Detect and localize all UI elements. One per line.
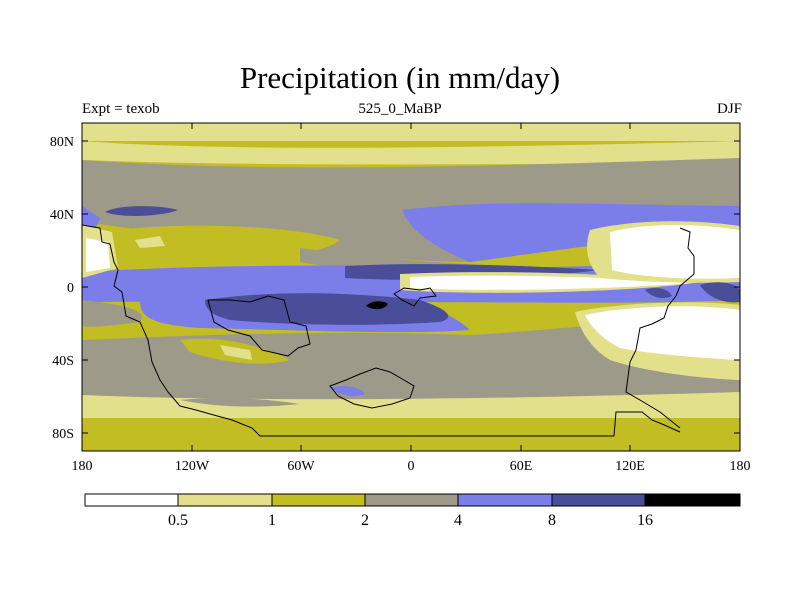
experiment-label: Expt = texob — [82, 101, 160, 117]
lat-label-40s: 40S — [52, 354, 74, 369]
period-label: 525_0_MaBP — [358, 101, 442, 117]
lat-axis: 80N 40N 0 40S 80S — [50, 135, 740, 442]
colorbar-swatch — [552, 494, 645, 506]
lat-label-40n: 40N — [50, 208, 74, 223]
colorbar-swatch — [645, 494, 740, 506]
colorbar-label: 1 — [268, 512, 276, 529]
lon-label-60e: 60E — [510, 459, 533, 474]
colorbar: 0.5 1 2 4 8 16 — [84, 493, 741, 529]
colorbar-label: 16 — [637, 512, 653, 529]
colorbar-label: 2 — [361, 512, 369, 529]
colorbar-label: 4 — [454, 512, 462, 529]
lat-label-80n: 80N — [50, 135, 74, 150]
season-label: DJF — [716, 101, 742, 117]
lon-label-120e: 120E — [615, 459, 645, 474]
map-title: Precipitation (in mm/day) — [239, 60, 561, 95]
colorbar-swatch — [458, 494, 552, 506]
colorbar-swatch — [85, 494, 178, 506]
lon-label-180e: 180 — [730, 459, 751, 474]
lon-label-0: 0 — [408, 459, 415, 474]
lat-label-0: 0 — [67, 281, 74, 296]
colorbar-swatch — [272, 494, 365, 506]
lon-axis: 180 120W 60W 0 60E 120E 180 — [72, 123, 751, 474]
lon-label-120w: 120W — [175, 459, 210, 474]
colorbar-label: 0.5 — [168, 512, 188, 529]
lon-label-60w: 60W — [287, 459, 315, 474]
lon-label-180w: 180 — [72, 459, 93, 474]
colorbar-label: 8 — [548, 512, 556, 529]
colorbar-swatch — [365, 494, 458, 506]
lat-label-80s: 80S — [52, 427, 74, 442]
colorbar-swatch — [178, 494, 272, 506]
map-field — [82, 123, 740, 451]
